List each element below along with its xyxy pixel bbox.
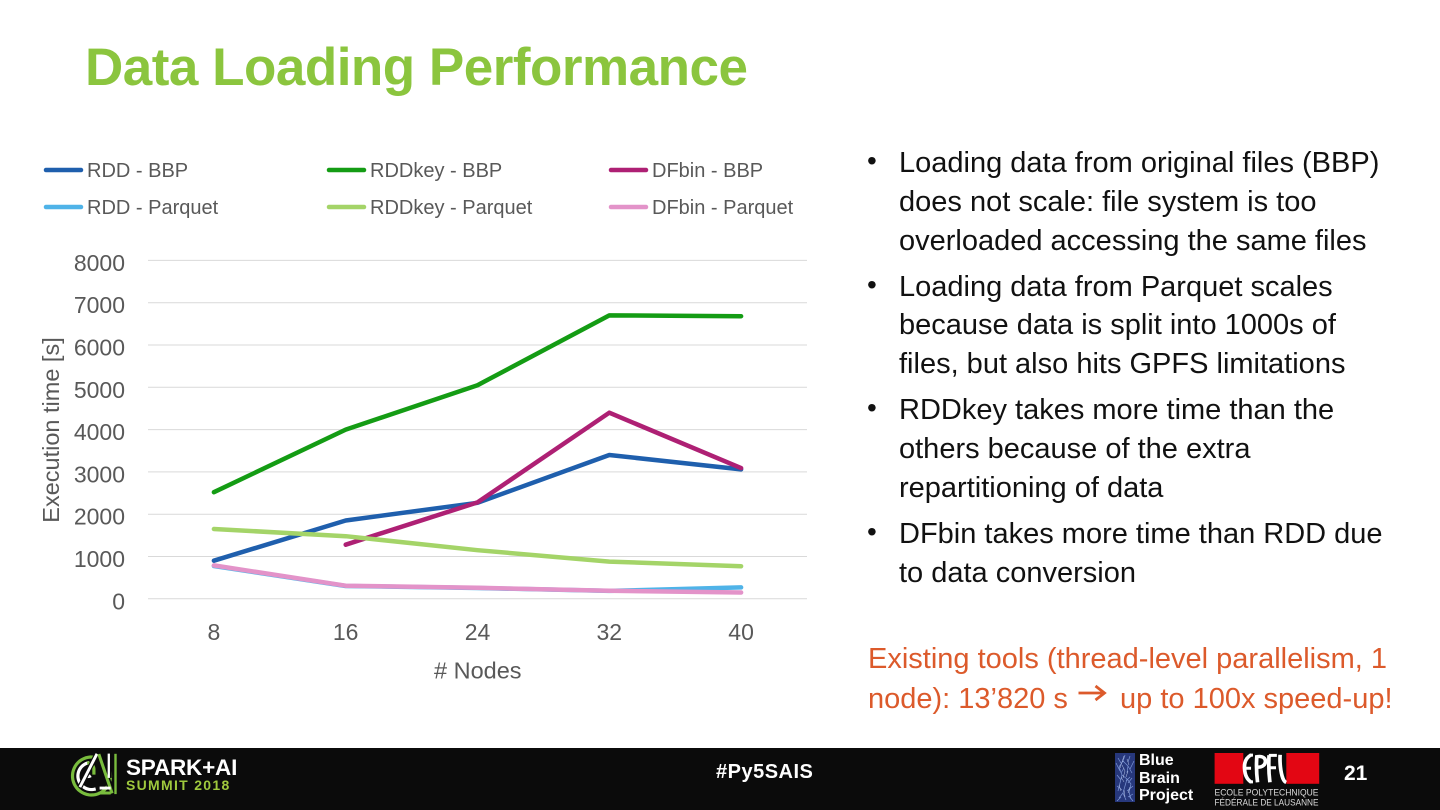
svg-text:24: 24 — [465, 619, 491, 645]
svg-text:RDDkey - BBP: RDDkey - BBP — [370, 160, 502, 182]
svg-text:1000: 1000 — [74, 546, 125, 572]
svg-text:RDDkey - Parquet: RDDkey - Parquet — [370, 197, 533, 219]
svg-text:4000: 4000 — [74, 419, 125, 445]
svg-text:FÉDÉRALE DE LAUSANNE: FÉDÉRALE DE LAUSANNE — [1215, 798, 1319, 809]
svg-text:32: 32 — [597, 619, 623, 645]
svg-text:16: 16 — [333, 619, 359, 645]
svg-text:# Nodes: # Nodes — [434, 658, 522, 684]
svg-text:DFbin - Parquet: DFbin - Parquet — [652, 197, 794, 219]
svg-text:ECOLE POLYTECHNIQUE: ECOLE POLYTECHNIQUE — [1215, 788, 1319, 799]
svg-text:8000: 8000 — [74, 250, 125, 276]
svg-text:3000: 3000 — [74, 461, 125, 487]
svg-text:7000: 7000 — [74, 292, 125, 318]
svg-text:5000: 5000 — [74, 377, 125, 403]
svg-text:RDD - BBP: RDD - BBP — [87, 160, 188, 182]
svg-text:40: 40 — [728, 619, 754, 645]
svg-text:8: 8 — [208, 619, 221, 645]
svg-text:DFbin - BBP: DFbin - BBP — [652, 160, 763, 182]
svg-text:6000: 6000 — [74, 335, 125, 361]
svg-text:RDD - Parquet: RDD - Parquet — [87, 197, 219, 219]
svg-text:2000: 2000 — [74, 504, 125, 530]
svg-text:0: 0 — [112, 588, 125, 614]
svg-text:Execution time [s]: Execution time [s] — [38, 337, 64, 522]
